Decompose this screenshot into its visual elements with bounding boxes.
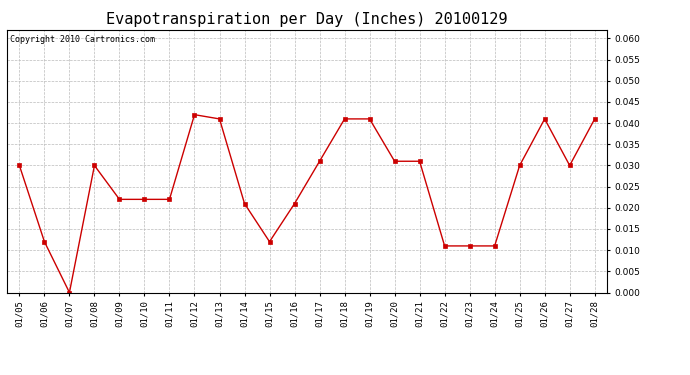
- Title: Evapotranspiration per Day (Inches) 20100129: Evapotranspiration per Day (Inches) 2010…: [106, 12, 508, 27]
- Text: Copyright 2010 Cartronics.com: Copyright 2010 Cartronics.com: [10, 35, 155, 44]
